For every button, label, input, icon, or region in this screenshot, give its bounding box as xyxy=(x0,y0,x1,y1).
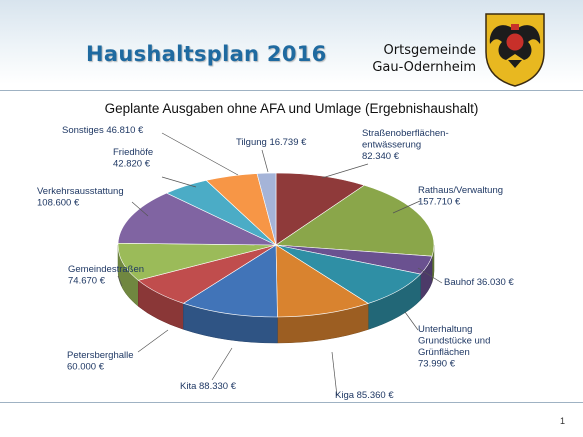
leader-line xyxy=(211,347,233,381)
coat-of-arms-icon xyxy=(485,13,545,87)
leader-line xyxy=(417,267,443,284)
data-label: Straßenoberflächen-entwässerung 82.340 € xyxy=(362,128,449,162)
data-label: Sonstiges 46.810 € xyxy=(62,125,144,136)
leader-line xyxy=(131,201,149,217)
leader-line xyxy=(117,275,123,287)
data-label: Kiga 85.360 € xyxy=(335,390,394,401)
pie-slice xyxy=(117,192,277,246)
leader-line xyxy=(137,329,169,353)
leader-line xyxy=(161,132,239,176)
data-label: Kita 88.330 € xyxy=(180,381,237,392)
page-number: 1 xyxy=(559,416,565,426)
municipality-line-1: Ortsgemeinde xyxy=(383,43,476,58)
slide-title: Haushaltsplan 2016 xyxy=(86,42,327,66)
data-label: Verkehrsausstattung 108.600 € xyxy=(37,186,124,209)
data-label: Gemeindestraßen 74.670 € xyxy=(68,264,144,287)
pie-slice xyxy=(275,184,435,257)
municipality-name: Ortsgemeinde Gau-Odernheim xyxy=(352,42,476,76)
data-label: Bauhof 36.030 € xyxy=(444,277,514,288)
data-label: Unterhaltung Grundstücke und Grünflächen 73… xyxy=(418,324,490,370)
divider-bottom xyxy=(0,402,583,403)
pie-slice xyxy=(275,244,369,318)
data-label: Rathaus/Verwaltung 157.710 € xyxy=(418,185,503,208)
data-label: Friedhöfe 42.820 € xyxy=(113,147,153,170)
leader-line xyxy=(392,200,421,214)
pie-slice xyxy=(275,244,422,304)
municipality-line-2: Gau-Odernheim xyxy=(372,60,476,75)
pie-slice xyxy=(182,244,278,318)
leader-line xyxy=(321,163,369,179)
leader-line xyxy=(404,311,419,331)
divider-top xyxy=(0,90,583,91)
pie-slice xyxy=(117,242,277,281)
leader-line xyxy=(331,351,338,397)
chart-title: Geplante Ausgaben ohne AFA und Umlage (E… xyxy=(104,101,479,116)
data-label: Petersberghalle 60.000 € xyxy=(67,350,134,373)
pie-slice xyxy=(256,172,277,246)
pie-slice xyxy=(275,172,365,246)
leader-line xyxy=(161,176,197,188)
leader-line xyxy=(261,149,269,173)
data-label: Tilgung 16.739 € xyxy=(236,137,307,148)
